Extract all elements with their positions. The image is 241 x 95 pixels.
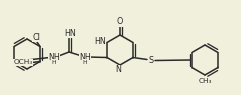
Text: OCH₃: OCH₃ — [13, 59, 33, 65]
Text: O: O — [117, 17, 123, 27]
Text: HN: HN — [64, 28, 76, 38]
Text: CH₃: CH₃ — [198, 78, 212, 84]
Text: HN: HN — [94, 37, 106, 46]
Text: S: S — [148, 56, 154, 65]
Text: Cl: Cl — [32, 33, 40, 42]
Text: H: H — [83, 59, 87, 65]
Text: N: N — [115, 65, 121, 74]
Text: NH: NH — [48, 53, 60, 63]
Text: H: H — [52, 59, 56, 65]
Text: NH: NH — [79, 53, 91, 63]
